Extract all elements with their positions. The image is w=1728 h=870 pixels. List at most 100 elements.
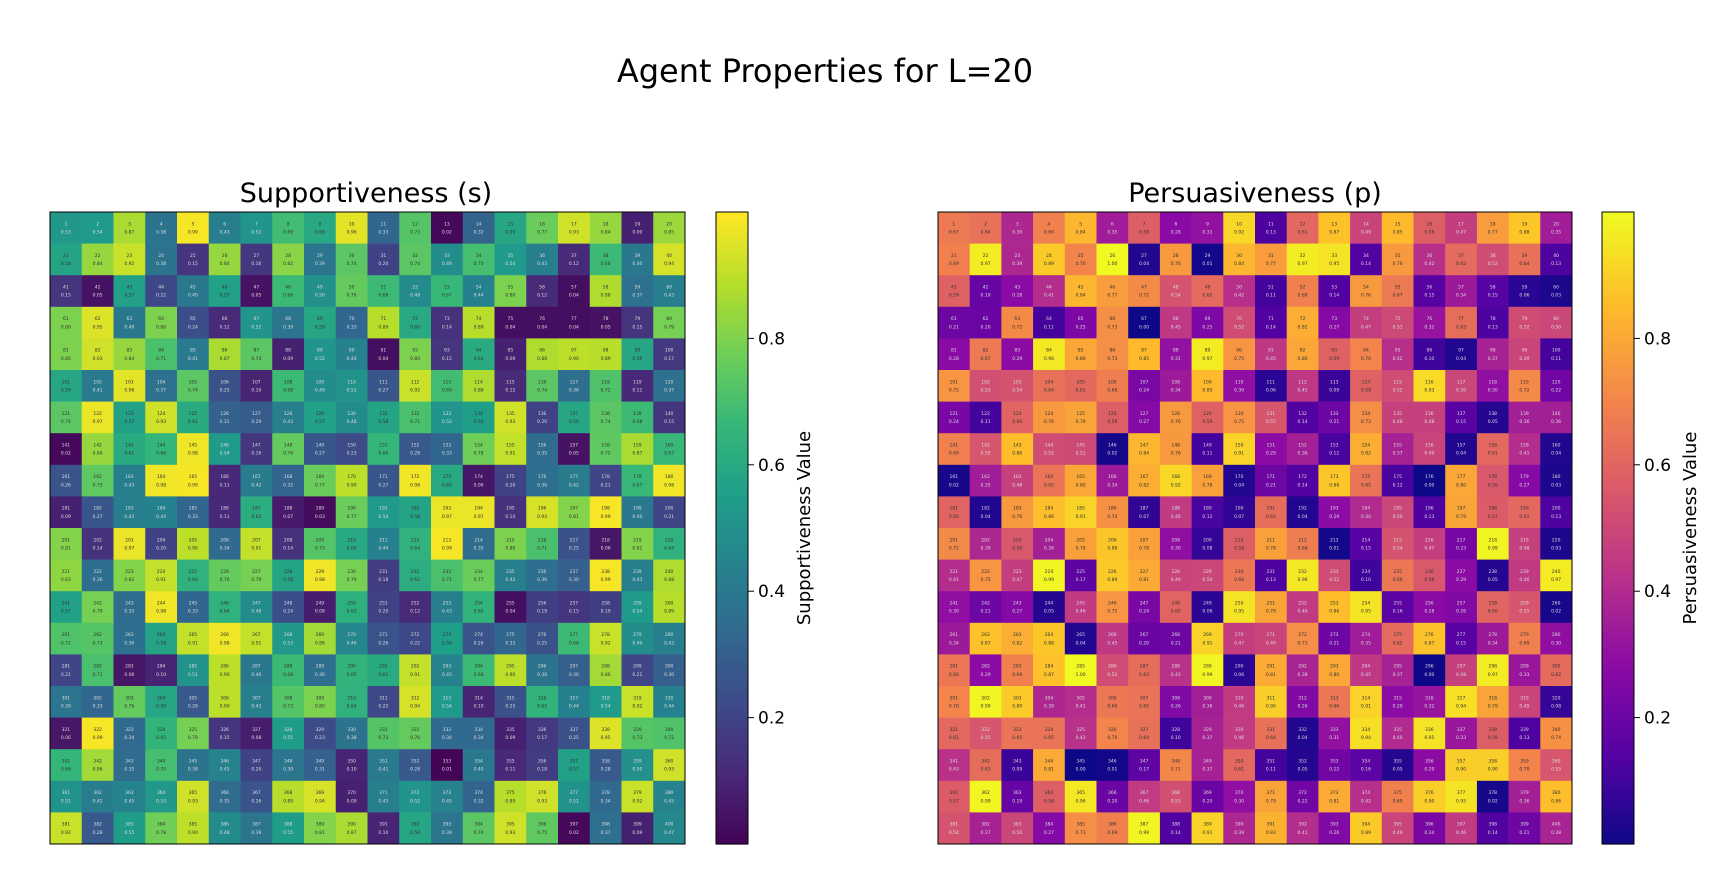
supportiveness-cell [589,496,622,529]
persuasiveness-cell-value: 0.17 [1076,577,1086,583]
persuasiveness-cell-value: 0.21 [1266,482,1276,488]
persuasiveness-cell-value: 0.75 [1107,609,1117,615]
supportiveness-cell-index: 378 [601,790,610,796]
persuasiveness-cell-index: 142 [981,442,990,448]
supportiveness-cell-value: 0.32 [283,482,293,488]
supportiveness-cell-index: 373 [443,790,452,796]
persuasiveness-cell-value: 0.46 [1298,609,1308,615]
persuasiveness-colorbar-gradient-step [1602,707,1634,713]
supportiveness-cell [399,717,432,750]
persuasiveness-cell-index: 65 [1078,316,1084,322]
persuasiveness-cell-index: 160 [1552,442,1561,448]
persuasiveness-cell [938,622,970,655]
supportiveness-cell-value: 0.71 [410,419,420,425]
persuasiveness-cell-index: 86 [1109,348,1115,354]
persuasiveness-cell [1476,686,1509,718]
supportiveness-cell-index: 220 [665,537,674,543]
persuasiveness-cell [1128,812,1161,845]
persuasiveness-cell [1413,306,1446,339]
persuasiveness-colorbar-gradient-step [1602,701,1634,708]
persuasiveness-cell-value: 0.95 [1424,735,1434,741]
supportiveness-cell-index: 22 [95,253,101,259]
supportiveness-cell [81,275,114,308]
supportiveness-colorbar-gradient-step [716,680,748,687]
supportiveness-cell-value: 0.91 [156,577,166,583]
supportiveness-cell [304,780,337,813]
supportiveness-cell [335,686,368,718]
persuasiveness-cell-index: 14 [1363,221,1369,227]
persuasiveness-cell-index: 141 [950,442,959,448]
supportiveness-cell-value: 0.02 [61,451,71,457]
persuasiveness-cell [1096,812,1129,845]
persuasiveness-cell [1159,812,1192,845]
persuasiveness-cell [938,212,970,244]
persuasiveness-cell [1255,212,1287,244]
persuasiveness-cell [1128,464,1161,497]
supportiveness-cell-value: 0.22 [156,293,166,299]
persuasiveness-cell [969,338,1002,371]
persuasiveness-cell [1286,496,1319,529]
supportiveness-cell [208,812,241,845]
persuasiveness-cell-value: 0.20 [1202,798,1212,804]
persuasiveness-colorbar-tick-label: 0.2 [1644,709,1671,729]
persuasiveness-cell-value: 0.99 [981,703,991,709]
persuasiveness-colorbar-gradient-step [1602,354,1634,361]
persuasiveness-cell-value: 0.38 [1551,830,1561,836]
supportiveness-cell-index: 304 [157,695,166,701]
supportiveness-cell-index: 47 [254,284,260,290]
persuasiveness-cell-value: 0.86 [1044,514,1054,520]
persuasiveness-cell [1001,528,1034,560]
persuasiveness-cell [938,749,970,782]
persuasiveness-colorbar-gradient-step [1602,385,1634,392]
supportiveness-cell-value: 0.93 [188,798,198,804]
persuasiveness-cell-value: 0.59 [1329,356,1339,362]
persuasiveness-cell-value: 0.79 [1488,703,1498,709]
supportiveness-cell-value: 0.16 [251,451,261,457]
supportiveness-cell-index: 326 [220,727,229,733]
supportiveness-cell-index: 204 [157,537,166,543]
supportiveness-cell-index: 295 [506,664,515,670]
supportiveness-cell [431,559,464,592]
supportiveness-cell-value: 0.65 [347,672,357,678]
supportiveness-cell [335,717,368,750]
supportiveness-cell-index: 384 [157,822,166,828]
supportiveness-cell-index: 396 [538,822,547,828]
supportiveness-cell [399,275,432,308]
supportiveness-cell-index: 79 [635,316,641,322]
supportiveness-cell [494,528,527,560]
supportiveness-colorbar-gradient-step [716,470,748,476]
supportiveness-cell [399,622,432,655]
supportiveness-cell-value: 0.43 [664,293,674,299]
persuasiveness-cell-value: 0.52 [1393,387,1403,393]
supportiveness-cell-value: 0.66 [156,451,166,457]
supportiveness-colorbar-gradient-step [716,396,748,403]
persuasiveness-cell [1159,496,1192,529]
persuasiveness-cell [1191,338,1224,371]
persuasiveness-cell-index: 197 [1457,506,1466,512]
supportiveness-cell-value: 0.47 [664,830,674,836]
persuasiveness-cell [1476,717,1509,750]
persuasiveness-cell-value: 0.45 [1171,324,1181,330]
persuasiveness-cell-index: 259 [1520,600,1529,606]
supportiveness-cell-index: 38 [603,253,609,259]
persuasiveness-cell-value: 0.81 [1139,577,1149,583]
supportiveness-cell-index: 48 [285,284,291,290]
supportiveness-cell [145,401,178,434]
persuasiveness-cell-index: 188 [1171,506,1180,512]
supportiveness-cell [113,496,146,529]
persuasiveness-colorbar-tick-label: 0.6 [1644,456,1671,476]
supportiveness-colorbar-gradient-step [716,580,748,587]
persuasiveness-cell-index: 328 [1171,727,1180,733]
persuasiveness-cell-value: 0.69 [1107,830,1117,836]
supportiveness-cell-index: 389 [316,822,325,828]
persuasiveness-cell [1191,686,1224,718]
persuasiveness-cell [1350,306,1383,339]
supportiveness-cell-index: 369 [316,790,325,796]
persuasiveness-cell-index: 170 [1235,474,1244,480]
supportiveness-cell-index: 161 [62,474,71,480]
persuasiveness-cell-index: 217 [1457,537,1466,543]
persuasiveness-cell [1445,812,1478,845]
persuasiveness-cell-index: 382 [981,822,990,828]
supportiveness-cell-value: 0.21 [632,672,642,678]
persuasiveness-cell-index: 266 [1108,632,1117,638]
